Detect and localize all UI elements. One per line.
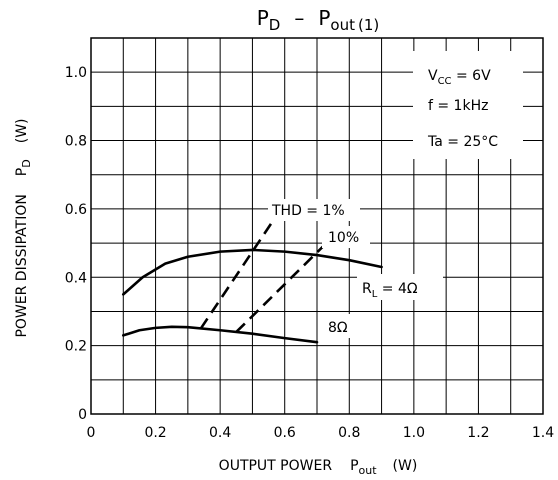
label-thd-1: THD = 1% [271,203,345,219]
y-tick-label: 0.6 [65,202,87,218]
condition-vcc: VCC = 6V [428,68,491,87]
x-tick-label: 0.8 [338,425,360,441]
y-tick-labels: 0 0.2 0.4 0.6 0.8 1.0 [65,65,87,423]
y-tick-label: 0.4 [65,270,87,286]
series-group [121,221,383,344]
label-8-ohm: 8Ω [328,320,348,336]
label-thd-10: 10% [328,230,359,246]
y-axis-label: POWER DISSIPATIONPD(W) [14,118,33,337]
x-tick-label: 0.4 [209,425,231,441]
y-tick-label: 0 [78,407,87,423]
x-axis-label: OUTPUT POWER Pout (W) [219,458,418,477]
plot-frame [90,37,544,415]
y-tick-label: 0.2 [65,339,87,355]
x-tick-label: 0.2 [144,425,166,441]
series-line-2 [121,325,319,344]
x-tick-label: 1.4 [532,425,554,441]
x-tick-label: 1.0 [403,425,425,441]
x-tick-label: 1.2 [467,425,489,441]
x-tick-labels: 0 0.2 0.4 0.6 0.8 1.0 1.2 1.4 [87,425,555,441]
series-line-1 [121,248,383,296]
y-tick-label: 1.0 [65,65,87,81]
label-rl-4: RL = 4Ω [362,281,418,300]
x-tick-label: 0 [87,425,96,441]
condition-frequency: f = 1kHz [428,98,488,114]
series-line-3 [199,221,273,330]
condition-temperature: Ta = 25°C [427,134,498,150]
series-line-4 [235,238,331,333]
y-tick-label: 0.8 [65,134,87,150]
chart-title: PD – Pout (1) [257,6,380,34]
x-tick-label: 0.6 [274,425,296,441]
